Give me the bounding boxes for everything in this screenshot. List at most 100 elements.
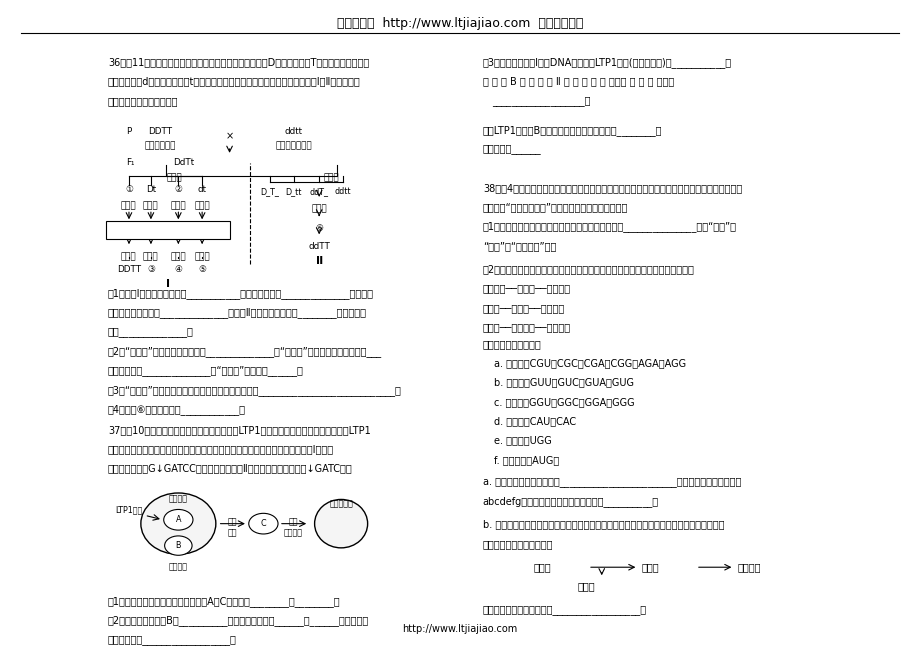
Text: 37．（10分）科学家将使啊酒产生丰富泡沫的LTP1基因插入啊酒酵母菌中，使其产生LTP1: 37．（10分）科学家将使啊酒产生丰富泡沫的LTP1基因插入啊酒酵母菌中，使其产…	[108, 425, 370, 435]
Text: 甲磺氨酸──组氨酸──色氨酸；: 甲磺氨酸──组氨酸──色氨酸；	[482, 284, 571, 294]
Text: 判断的由是______: 判断的由是______	[482, 144, 541, 154]
Text: 导入: 导入	[289, 517, 298, 526]
Text: http://www.ltjiajiao.com: http://www.ltjiajiao.com	[402, 624, 517, 634]
Text: ddT_: ddT_	[310, 187, 328, 196]
Text: 36．（11分）现有两纯种小麦，一纯种小麦性状是高秆（D），抗锈病（T）；另一纯种小麦的: 36．（11分）现有两纯种小麦，一纯种小麦性状是高秆（D），抗锈病（T）；另一纯…	[108, 57, 369, 67]
Text: （三）: （三）	[142, 202, 159, 210]
Text: f. 甲硫氨酸：AUG）: f. 甲硫氨酸：AUG）	[494, 455, 559, 465]
Circle shape	[248, 514, 278, 534]
Text: P: P	[126, 127, 131, 135]
Text: DdTt: DdTt	[173, 158, 194, 167]
Text: 请 画 出 B 被 限 制 酶 Ⅱ 切 割 后 的 情 况（示 鲏 性 末 端）：: 请 画 出 B 被 限 制 酶 Ⅱ 切 割 后 的 情 况（示 鲏 性 末 端）…	[482, 76, 674, 87]
Text: 法以获得小麦新品种，问：: 法以获得小麦新品种，问：	[108, 96, 178, 105]
Text: 种方法的最大优势是______________。方法Ⅱ所示的育种方法是________，依据的原: 种方法的最大优势是______________。方法Ⅱ所示的育种方法是_____…	[108, 307, 367, 318]
Text: LTP1基因: LTP1基因	[115, 506, 142, 514]
Text: 连接: 连接	[227, 528, 237, 537]
Text: ③: ③	[147, 265, 154, 274]
Text: （3）“（二）”过程中，该生物可能发生的可遗传变异有____________________________；: （3）“（二）”过程中，该生物可能发生的可遗传变异有______________…	[108, 385, 402, 396]
Text: 蓝天家教网  http://www.ltjiajiao.com  伴您快乐成长: 蓝天家教网 http://www.ltjiajiao.com 伴您快乐成长	[336, 17, 583, 30]
Text: 处理的对象是______________，“（五）”过程作为______。: 处理的对象是______________，“（五）”过程作为______。	[108, 365, 303, 376]
Text: （四）: （四）	[142, 252, 159, 261]
Ellipse shape	[314, 499, 368, 548]
Text: DDTT: DDTT	[117, 265, 141, 274]
Text: a. 精氨酸：CGU、CGC、CGA、CGG、AGA、AGG: a. 精氨酸：CGU、CGC、CGA、CGG、AGA、AGG	[494, 358, 686, 368]
Text: “减少”或“基本不变”）。: “减少”或“基本不变”）。	[482, 241, 556, 251]
Text: （三）: （三）	[121, 202, 137, 210]
Text: a. 这种六肽的氨基酸顺序为________________________（请氨基酸的字母代号如: a. 这种六肽的氨基酸顺序为________________________（请…	[482, 477, 741, 487]
Text: ddtt: ddtt	[284, 127, 302, 135]
Text: （2）“（三）”过程采用的操作作为______________，“（四）”过程常用的化学药剂是___: （2）“（三）”过程采用的操作作为______________，“（四）”过程常…	[108, 346, 381, 357]
Text: 甲磺氨酸: 甲磺氨酸	[736, 562, 760, 572]
Text: ×: ×	[225, 132, 233, 141]
Text: c. 甘氨酸：GGU、GGC、GGA、GGG: c. 甘氨酸：GGU、GGC、GGA、GGG	[494, 397, 634, 407]
Text: 赖氨酸: 赖氨酸	[576, 581, 594, 591]
Text: e. 色氨酸：UGG: e. 色氨酸：UGG	[494, 436, 551, 445]
Text: 则甘氨酸的密码子最可能是__________________。: 则甘氨酸的密码子最可能是__________________。	[482, 605, 646, 615]
Text: 引起的。氨基酸变化如下：: 引起的。氨基酸变化如下：	[482, 539, 552, 549]
Text: （1）试管苗返回地面栽培后，其中大部分植物的产量_______________（填“增加”、: （1）试管苗返回地面栽培后，其中大部分植物的产量_______________（…	[482, 221, 736, 232]
Text: （二）: （二）	[166, 173, 182, 182]
Text: Dt: Dt	[146, 185, 156, 194]
Text: （氨基酸的密码子为：: （氨基酸的密码子为：	[482, 339, 541, 349]
Text: （1）图中所示的基因工程操作过程的A和C分别称为________、________。: （1）图中所示的基因工程操作过程的A和C分别称为________、_______…	[108, 596, 340, 607]
Text: 甘氨酸: 甘氨酸	[533, 562, 550, 572]
Text: d. 组氨酸：CAU、CAC: d. 组氨酸：CAU、CAC	[494, 416, 575, 426]
Text: （2）由图中可以看出B起__________的作用，它存在于______和______等生物中它: （2）由图中可以看出B起__________的作用，它存在于______和___…	[108, 615, 369, 626]
Text: 序列和切点是－G↓GATCC－，限制性内切酶Ⅱ的识别序列和切点是－↓GATC－）: 序列和切点是－G↓GATCC－，限制性内切酶Ⅱ的识别序列和切点是－↓GATC－）	[108, 464, 352, 474]
Text: （3）请画出限制酶Ⅰ切割DNA后形成的LTP1基因(示意性末端)：___________，: （3）请画出限制酶Ⅰ切割DNA后形成的LTP1基因(示意性末端)：_______…	[482, 57, 732, 68]
Text: 赖氨酸──某氨酸──甘氨酸；: 赖氨酸──某氨酸──甘氨酸；	[482, 303, 564, 313]
Text: ddtt: ddtt	[335, 187, 351, 196]
Text: （矮秆不抗锈）: （矮秆不抗锈）	[275, 141, 312, 150]
Text: 单倍体植株: 单倍体植株	[154, 223, 181, 232]
Text: 大肠杆菌: 大肠杆菌	[169, 494, 187, 503]
Text: Ⅰ: Ⅰ	[165, 279, 170, 289]
Text: （四）: （四）	[194, 252, 210, 261]
Text: ddTT: ddTT	[308, 242, 330, 251]
Text: F₁: F₁	[126, 158, 134, 167]
Text: 38．（4分）二倍体植物棉花树的种子榨出的油脂加氢烘烤就可成为棉油。为了实现大规模生产，: 38．（4分）二倍体植物棉花树的种子榨出的油脂加氢烘烤就可成为棉油。为了实现大规…	[482, 183, 742, 193]
Text: 啊酒酵母菌: 啊酒酵母菌	[329, 499, 353, 508]
Text: ④: ④	[175, 265, 182, 274]
Text: ①: ①	[125, 185, 132, 194]
Text: （四）: （四）	[121, 252, 137, 261]
Text: DDTT: DDTT	[148, 127, 172, 135]
Bar	[106, 221, 230, 239]
Text: Ⅱ: Ⅱ	[315, 256, 323, 266]
Text: D_tt: D_tt	[285, 187, 301, 196]
Text: B: B	[176, 541, 181, 550]
Text: D_T_: D_T_	[260, 187, 279, 196]
Text: 理是______________。: 理是______________。	[108, 327, 194, 337]
Text: （4）图中⑥的基因组成为____________。: （4）图中⑥的基因组成为____________。	[108, 404, 245, 415]
Text: b. 某氨酸：GUU、GUC、GUA、GUG: b. 某氨酸：GUU、GUC、GUA、GUG	[494, 378, 633, 387]
Text: ___________________。: ___________________。	[492, 96, 590, 105]
Text: abcdefg）；编码这个六肽的直接模板是__________。: abcdefg）；编码这个六肽的直接模板是__________。	[482, 496, 658, 507]
Ellipse shape	[141, 493, 216, 554]
Text: （1）方法Ⅰ所示的育种方法是___________，依据的原理是______________，这种育: （1）方法Ⅰ所示的育种方法是___________，依据的原理是________…	[108, 288, 373, 299]
Text: 科学家在“神州六号飞船”上搞载了四株珍贵的试管苗。: 科学家在“神州六号飞船”上搞载了四株珍贵的试管苗。	[482, 202, 628, 212]
Text: 蛋白，酯出高沫丰富的啊酒。具体的操作过程如下图所示。（注：限制性内切酶Ⅰ的识别: 蛋白，酯出高沫丰富的啊酒。具体的操作过程如下图所示。（注：限制性内切酶Ⅰ的识别	[108, 444, 334, 454]
Text: dt: dt	[198, 185, 207, 194]
Text: （三）: （三）	[170, 202, 186, 210]
Circle shape	[165, 536, 192, 555]
Text: C: C	[260, 519, 266, 528]
Text: 性状是矮秆（d），易染锈病（t）（两对基因独立遗传）。育种专家提出了如图Ⅰ、Ⅱ两种育种方: 性状是矮秆（d），易染锈病（t）（两对基因独立遗传）。育种专家提出了如图Ⅰ、Ⅱ两…	[108, 76, 360, 87]
Text: 甘氨酸──甲硫氨酸──组氨酸；: 甘氨酸──甲硫氨酸──组氨酸；	[482, 322, 571, 332]
Text: 的化学本质是__________________。: 的化学本质是__________________。	[108, 635, 236, 644]
Text: b. 对某一蛋白质的分析表明，在编码甘氨酸的位点上发生了三次突变，都是由一个碌基替换: b. 对某一蛋白质的分析表明，在编码甘氨酸的位点上发生了三次突变，都是由一个碌基…	[482, 519, 723, 529]
Text: 啊酒酵母: 啊酒酵母	[284, 528, 302, 537]
Text: ②: ②	[175, 185, 182, 194]
Text: 分析LTP1基因和B所形成的鲏性末端能否互补？________，: 分析LTP1基因和B所形成的鲏性末端能否互补？________，	[482, 125, 662, 135]
Text: ⑤: ⑤	[198, 265, 206, 274]
Text: ⑥: ⑥	[315, 224, 323, 233]
Text: （高秆抗锈）: （高秆抗锈）	[144, 141, 176, 150]
Text: （四）: （四）	[170, 252, 186, 261]
Text: A: A	[176, 516, 181, 524]
Text: 某氨酸: 某氨酸	[641, 562, 658, 572]
Text: 大肠杆菌: 大肠杆菌	[169, 562, 187, 572]
Text: （三）: （三）	[194, 202, 210, 210]
Text: 酶切: 酶切	[227, 517, 237, 526]
Text: （六）: （六）	[311, 205, 326, 214]
Text: （五）: （五）	[323, 173, 339, 182]
Text: （2）用化学方法使该植物体内的一种六碳分子降解，其产物中测出三种三碳酸：: （2）用化学方法使该植物体内的一种六碳分子降解，其产物中测出三种三碳酸：	[482, 264, 694, 274]
Circle shape	[164, 510, 193, 530]
